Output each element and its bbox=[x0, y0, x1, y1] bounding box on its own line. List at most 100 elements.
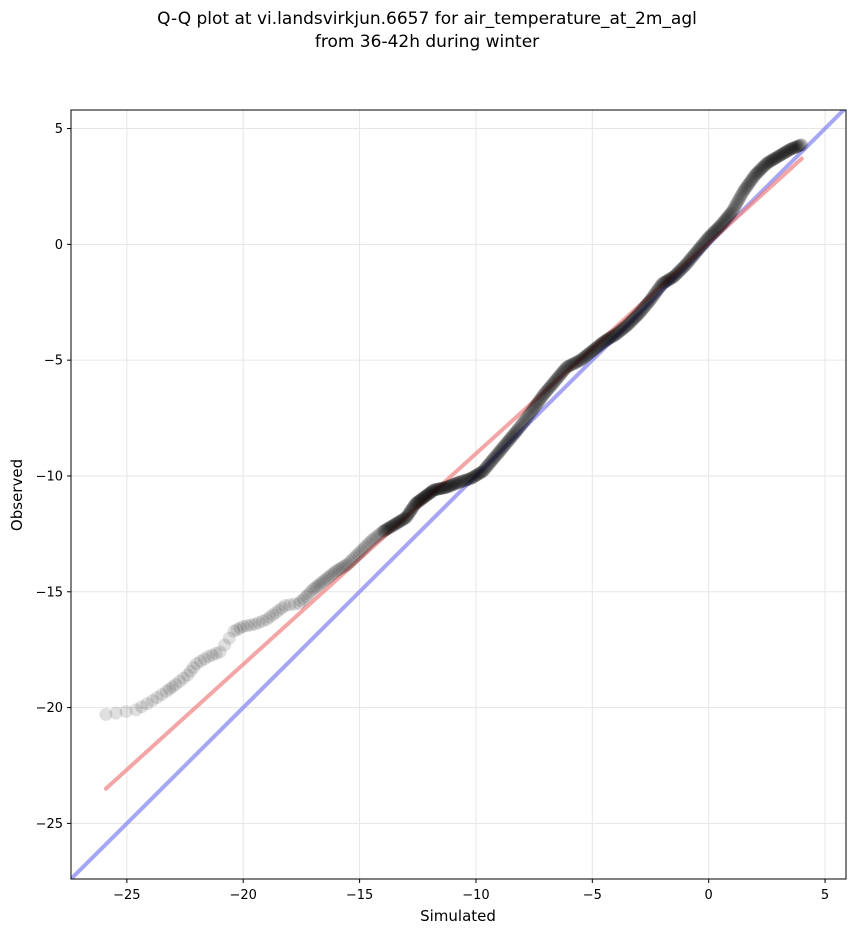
quantile-point bbox=[668, 269, 682, 283]
quantile-point bbox=[406, 500, 420, 514]
quantile-point bbox=[526, 403, 540, 417]
quantile-point bbox=[569, 356, 583, 370]
plot-frame bbox=[70, 109, 847, 880]
quantile-point bbox=[675, 261, 689, 275]
quantile-point bbox=[584, 345, 598, 359]
quantile-point bbox=[700, 232, 714, 246]
quantile-point bbox=[681, 255, 695, 269]
quantile-point bbox=[589, 341, 603, 355]
quantile-point bbox=[570, 355, 584, 369]
quantile-point bbox=[595, 336, 609, 350]
quantile-point bbox=[720, 211, 734, 225]
quantile-point bbox=[227, 624, 241, 638]
quantile-point bbox=[370, 529, 384, 543]
quantile-point bbox=[166, 680, 180, 694]
x-tick-label: −25 bbox=[113, 888, 140, 903]
quantile-point bbox=[737, 183, 751, 197]
quantile-point bbox=[490, 447, 504, 461]
quantile-point bbox=[702, 230, 716, 244]
quantile-point bbox=[791, 139, 805, 153]
quantile-point bbox=[724, 206, 738, 220]
quantile-point bbox=[730, 196, 744, 210]
quantile-point bbox=[404, 503, 418, 517]
quantile-point bbox=[749, 167, 763, 181]
quantile-point bbox=[308, 581, 322, 595]
quantile-point bbox=[629, 309, 643, 323]
quantile-point bbox=[750, 166, 764, 180]
quantile-point bbox=[528, 399, 542, 413]
quantile-point bbox=[266, 608, 280, 622]
quantile-point bbox=[565, 358, 579, 372]
quantile-point bbox=[592, 339, 606, 353]
quantile-point bbox=[634, 304, 648, 318]
quantile-point bbox=[751, 165, 765, 179]
quantile-point bbox=[482, 457, 496, 471]
quantile-point bbox=[447, 477, 461, 491]
quantile-point bbox=[772, 149, 786, 163]
quantile-point bbox=[668, 268, 682, 282]
quantile-point bbox=[573, 354, 587, 368]
quantile-point bbox=[525, 404, 539, 418]
quantile-point bbox=[244, 618, 258, 632]
quantile-point bbox=[692, 242, 706, 256]
quantile-point bbox=[596, 335, 610, 349]
quantile-point bbox=[420, 488, 434, 502]
quantile-point bbox=[517, 415, 531, 429]
quantile-point bbox=[648, 286, 662, 300]
x-tick-label: −5 bbox=[583, 888, 602, 903]
quantile-point bbox=[571, 355, 585, 369]
quantile-point bbox=[773, 148, 787, 162]
quantile-point bbox=[343, 555, 357, 569]
quantile-point bbox=[435, 481, 449, 495]
quantile-point bbox=[467, 470, 481, 484]
quantile-point bbox=[580, 349, 594, 363]
quantile-point bbox=[551, 370, 565, 384]
quantile-point bbox=[642, 295, 656, 309]
quantile-point bbox=[658, 275, 672, 289]
quantile-point bbox=[493, 444, 507, 458]
quantile-point bbox=[623, 316, 637, 330]
quantile-point bbox=[790, 140, 804, 154]
quantile-point bbox=[539, 385, 553, 399]
quantile-point bbox=[743, 175, 757, 189]
quantile-point bbox=[754, 162, 768, 176]
quantile-point bbox=[492, 445, 506, 459]
quantile-point bbox=[448, 477, 462, 491]
quantile-point bbox=[526, 402, 540, 416]
quantile-point bbox=[761, 156, 775, 170]
quantile-point bbox=[205, 648, 219, 662]
quantile-point bbox=[329, 564, 343, 578]
quantile-point bbox=[685, 250, 699, 264]
quantile-point bbox=[635, 303, 649, 317]
quantile-point bbox=[438, 481, 452, 495]
quantile-point bbox=[550, 372, 564, 386]
quantile-point bbox=[458, 473, 472, 487]
quantile-point bbox=[287, 597, 301, 611]
quantile-point bbox=[519, 412, 533, 426]
quantile-point bbox=[737, 184, 751, 198]
quantile-point bbox=[366, 532, 380, 546]
quantile-point bbox=[607, 329, 621, 343]
quantile-point bbox=[546, 377, 560, 391]
quantile-point bbox=[561, 360, 575, 374]
quantile-point bbox=[614, 323, 628, 337]
quantile-point bbox=[605, 330, 619, 344]
quantile-point bbox=[604, 330, 618, 344]
quantile-point bbox=[670, 266, 684, 280]
quantile-point bbox=[506, 429, 520, 443]
quantile-point bbox=[786, 141, 800, 155]
quantile-point bbox=[163, 682, 177, 696]
quantile-point bbox=[760, 156, 774, 170]
quantile-point bbox=[478, 462, 492, 476]
quantile-point bbox=[414, 492, 428, 506]
quantile-point bbox=[541, 383, 555, 397]
quantile-point bbox=[451, 476, 465, 490]
quantile-point bbox=[600, 333, 614, 347]
quantile-point bbox=[599, 334, 613, 348]
quantile-point bbox=[678, 258, 692, 272]
quantile-point bbox=[399, 511, 413, 525]
quantile-point bbox=[784, 142, 798, 156]
quantile-point bbox=[394, 514, 408, 528]
quantile-point bbox=[395, 513, 409, 527]
quantile-point bbox=[520, 411, 534, 425]
